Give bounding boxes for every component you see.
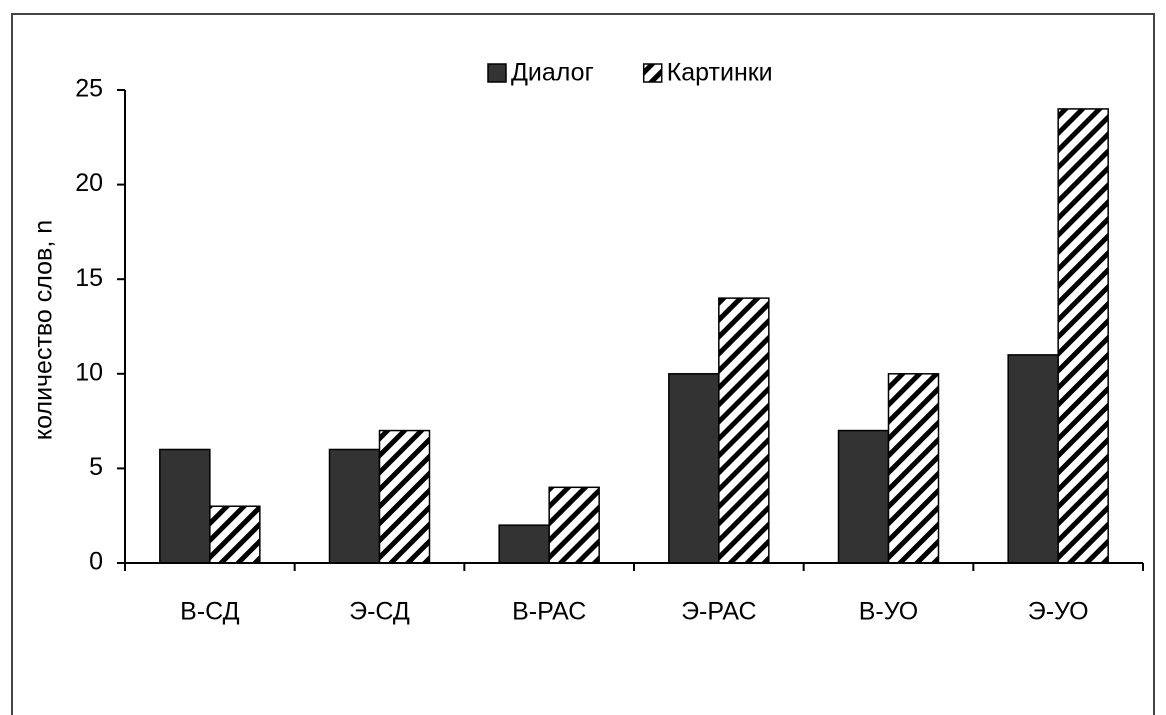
bar [1007, 354, 1059, 564]
x-tick-label: Э-СД [349, 598, 410, 626]
y-tick-label: 20 [75, 169, 103, 197]
y-tick-label: 25 [75, 75, 103, 103]
legend-label: Диалог [511, 59, 594, 87]
legend-label: Картинки [667, 59, 773, 87]
bar [209, 505, 261, 564]
bar [718, 297, 770, 564]
bar [328, 448, 381, 564]
y-tick-label: 15 [75, 264, 103, 292]
bar [1057, 108, 1109, 564]
x-tick-label: В-РАС [512, 598, 586, 626]
y-tick-label: 5 [89, 453, 103, 481]
y-tick-label: 10 [75, 358, 103, 386]
bar [498, 524, 550, 564]
x-tick-label: Э-УО [1028, 598, 1089, 626]
legend-swatch [642, 63, 663, 83]
x-tick-label: В-УО [859, 598, 919, 626]
x-tick-label: В-СД [180, 598, 240, 626]
bar [548, 486, 600, 564]
bar [668, 373, 720, 564]
y-tick-label: 0 [89, 548, 103, 576]
bar [837, 429, 890, 564]
bar [159, 448, 211, 564]
y-axis-label: количество слов, n [30, 220, 58, 440]
bar [378, 429, 431, 564]
legend-swatch [487, 63, 507, 83]
bar [887, 373, 940, 564]
x-tick-label: Э-РАС [681, 598, 756, 626]
frame [11, 13, 1155, 715]
